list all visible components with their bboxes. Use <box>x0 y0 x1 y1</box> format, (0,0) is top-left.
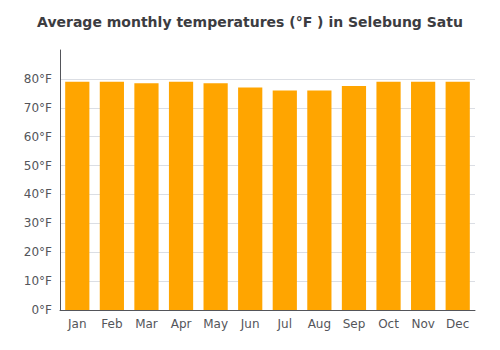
svg-text:Mar: Mar <box>135 317 158 331</box>
svg-text:Sep: Sep <box>343 317 366 331</box>
svg-text:Aug: Aug <box>308 317 331 331</box>
svg-text:Feb: Feb <box>101 317 122 331</box>
svg-text:70°F: 70°F <box>24 101 52 115</box>
svg-text:80°F: 80°F <box>24 72 52 86</box>
svg-text:20°F: 20°F <box>24 245 52 259</box>
svg-text:30°F: 30°F <box>24 216 52 230</box>
svg-text:60°F: 60°F <box>24 130 52 144</box>
svg-text:Apr: Apr <box>171 317 192 331</box>
svg-text:Jan: Jan <box>67 317 87 331</box>
svg-text:Dec: Dec <box>446 317 469 331</box>
svg-text:Jun: Jun <box>240 317 260 331</box>
svg-text:Oct: Oct <box>378 317 399 331</box>
svg-text:Nov: Nov <box>411 317 434 331</box>
svg-text:10°F: 10°F <box>24 274 52 288</box>
svg-text:May: May <box>203 317 228 331</box>
svg-text:Average monthly temperatures (: Average monthly temperatures (°F ) in Se… <box>37 14 463 30</box>
svg-text:40°F: 40°F <box>24 187 52 201</box>
svg-text:50°F: 50°F <box>24 159 52 173</box>
svg-text:0°F: 0°F <box>31 303 52 317</box>
svg-text:Jul: Jul <box>277 317 292 331</box>
